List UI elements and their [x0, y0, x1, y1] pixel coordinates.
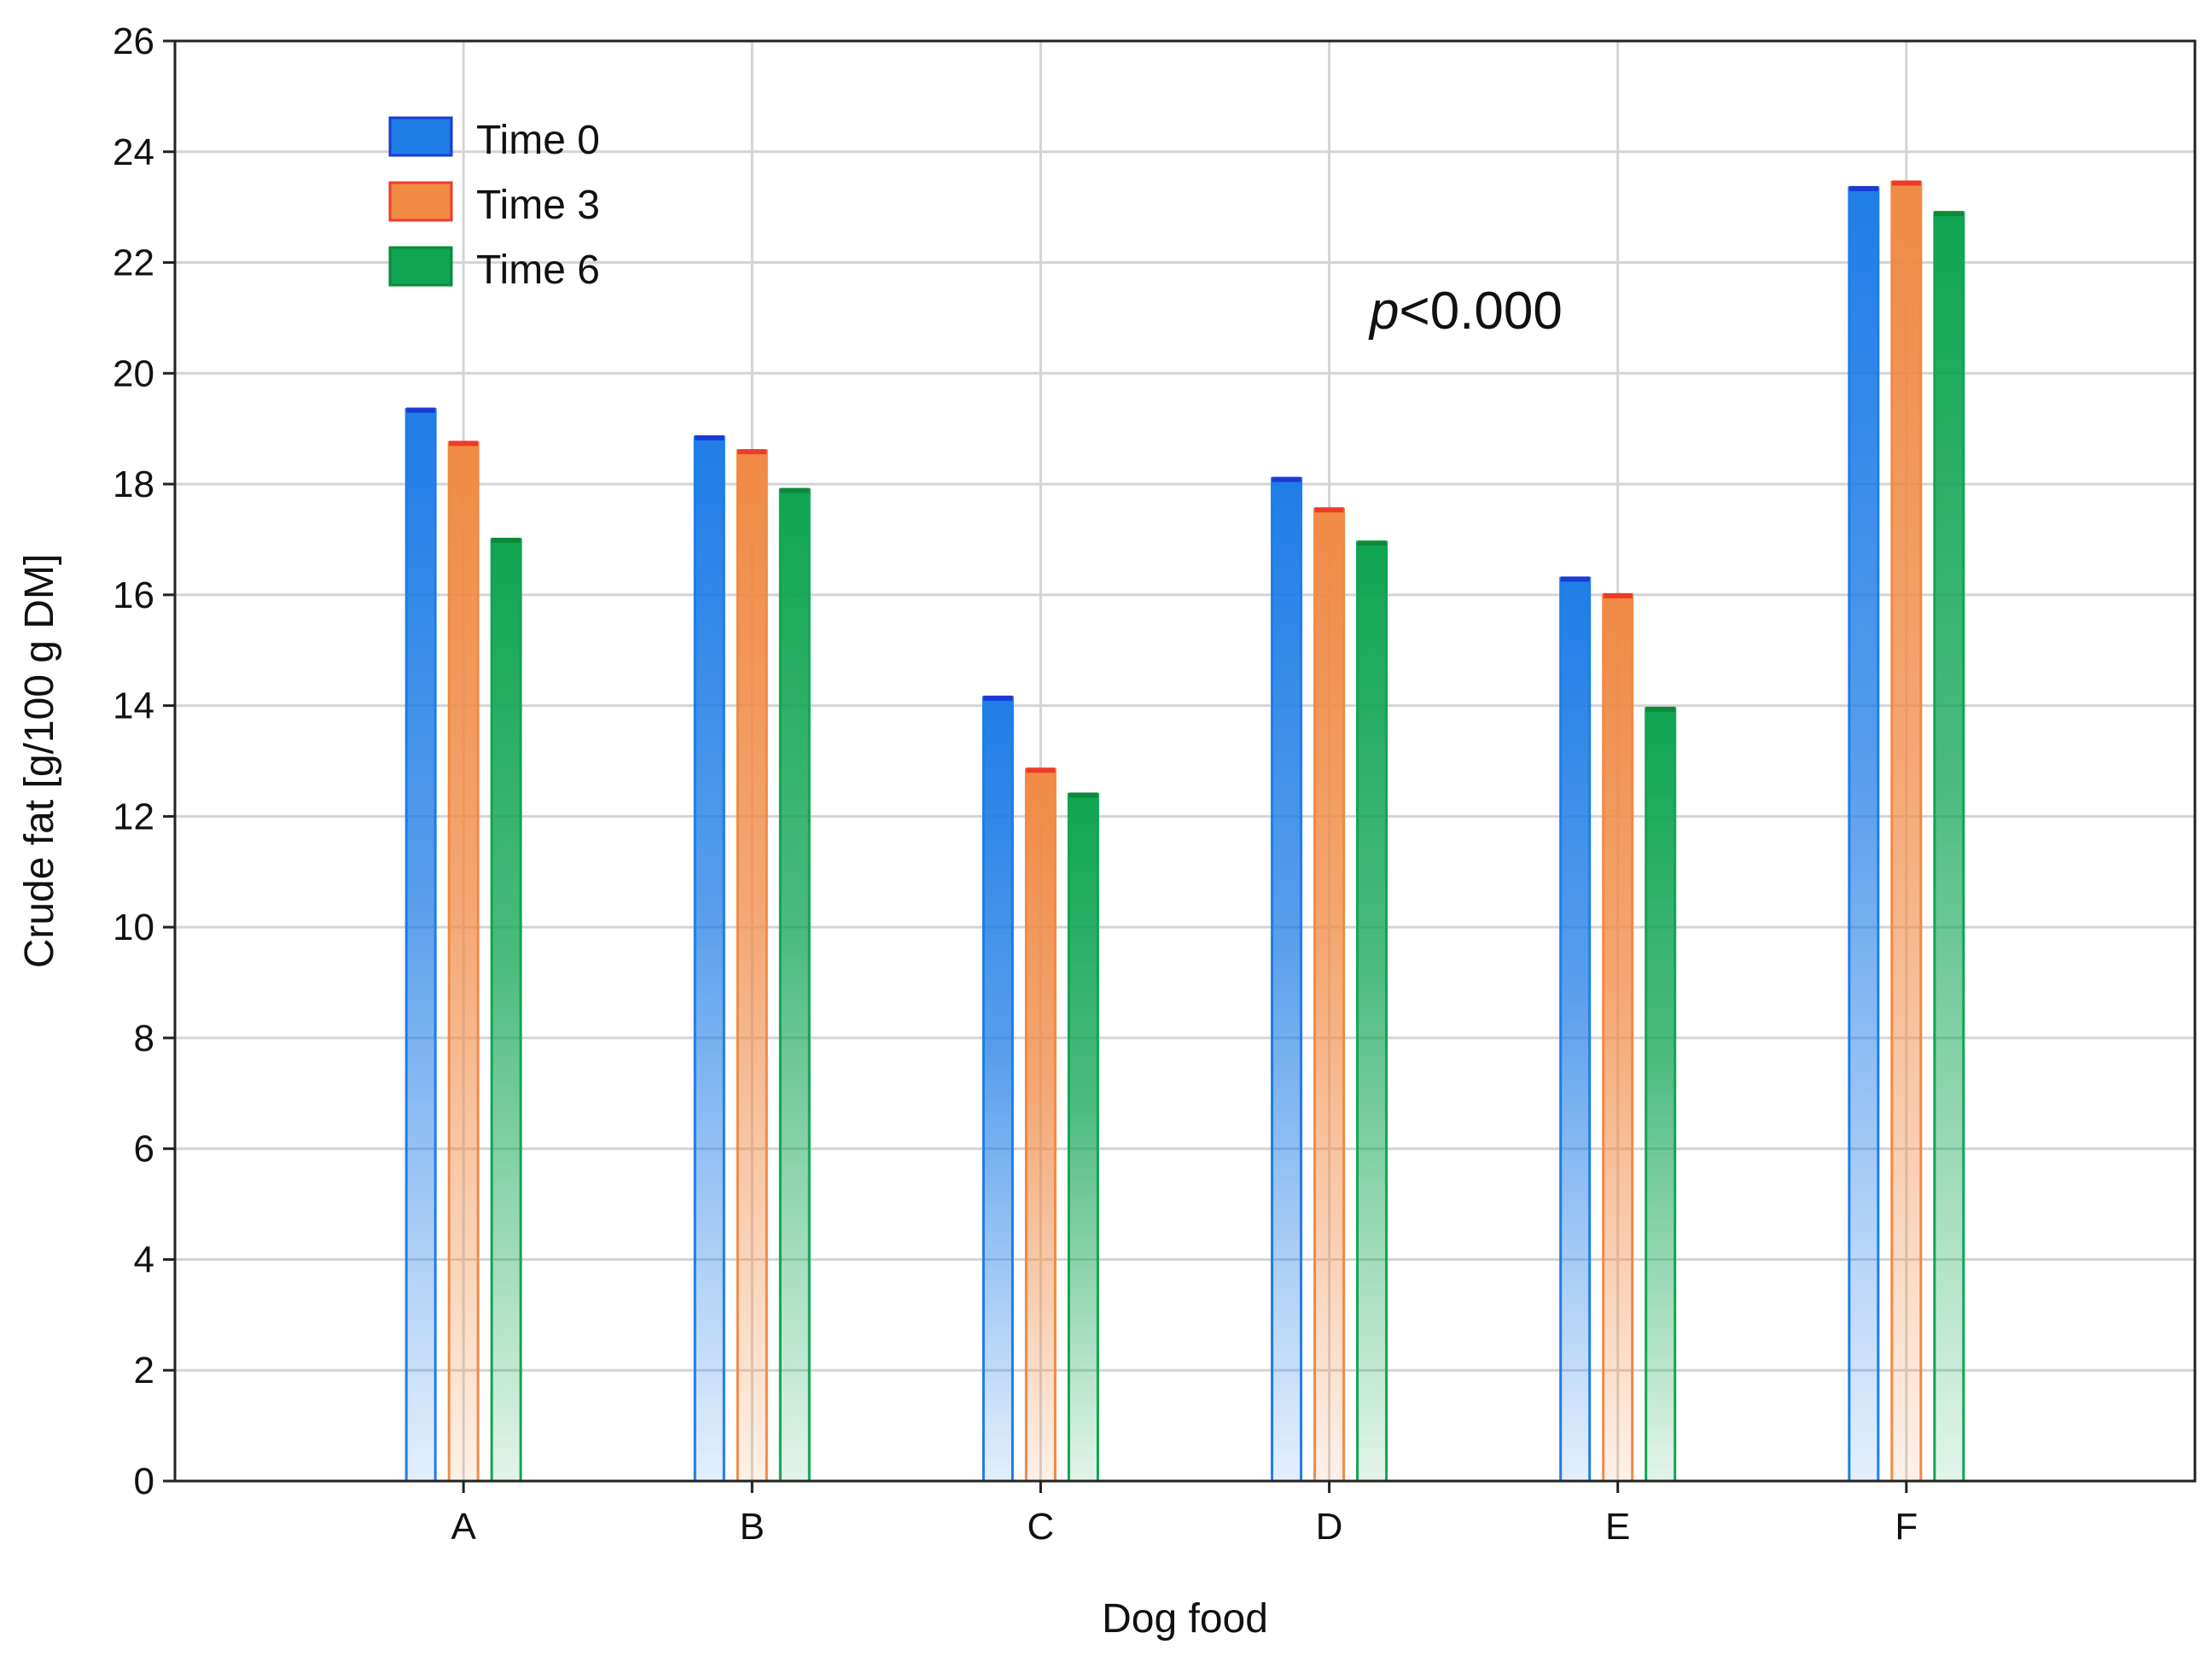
bar-body — [1890, 180, 1923, 1483]
bars-layer — [405, 180, 1965, 1483]
bar-cap — [1068, 792, 1098, 798]
bar — [490, 537, 522, 1483]
y-tick-label: 22 — [113, 242, 154, 284]
bar-cap — [1272, 476, 1301, 482]
bar — [1644, 706, 1677, 1483]
x-axis-title: Dog food — [1102, 1596, 1268, 1642]
x-tick-label: F — [1895, 1506, 1918, 1548]
bar — [1067, 792, 1099, 1483]
bar-cap — [1603, 592, 1633, 598]
bar-body — [1933, 211, 1965, 1483]
y-tick-label: 8 — [134, 1018, 154, 1059]
bar — [1602, 592, 1634, 1483]
bar-body — [405, 407, 437, 1483]
bar-body — [1602, 593, 1634, 1483]
bar-cap — [1357, 540, 1387, 546]
bar-cap — [1560, 576, 1590, 582]
bar — [405, 407, 437, 1483]
bar — [1848, 185, 1880, 1483]
legend-label: Time 3 — [476, 183, 600, 228]
legend: Time 0 Time 3 Time 6 — [388, 116, 600, 293]
bar — [693, 434, 725, 1483]
bar-cap — [695, 434, 725, 440]
bar — [1559, 576, 1592, 1483]
bar-cap — [1934, 211, 1964, 217]
bar-cap — [449, 440, 479, 446]
y-tick-label: 0 — [134, 1461, 154, 1502]
bar — [1313, 507, 1346, 1483]
bar-body — [1559, 576, 1592, 1483]
x-tick-label: C — [1027, 1506, 1055, 1548]
bar-body — [1067, 792, 1099, 1483]
p-value-italic: p — [1368, 282, 1399, 341]
legend-swatch — [388, 181, 453, 222]
y-tick-label: 2 — [134, 1350, 154, 1391]
bar — [778, 487, 811, 1483]
x-axis: A B C D E F — [451, 1481, 1918, 1548]
y-tick-label: 16 — [113, 574, 154, 616]
bar-cap — [1645, 706, 1675, 712]
bar — [447, 440, 480, 1483]
y-tick-label: 20 — [113, 353, 154, 394]
bar-cap — [780, 487, 810, 493]
bar-cap — [1891, 180, 1921, 186]
bar — [1356, 540, 1388, 1483]
bar-body — [490, 538, 522, 1483]
bar-cap — [737, 449, 767, 455]
legend-item: Time 6 — [388, 246, 600, 293]
y-tick-label: 14 — [113, 685, 154, 727]
legend-swatch — [388, 116, 453, 157]
y-tick-label: 26 — [113, 20, 154, 62]
bar — [1890, 180, 1923, 1483]
bar-body — [1024, 767, 1057, 1483]
y-tick-label: 6 — [134, 1128, 154, 1170]
bar-body — [981, 696, 1014, 1483]
y-tick-label: 12 — [113, 796, 154, 837]
bar-body — [693, 435, 725, 1483]
bar-body — [1848, 186, 1880, 1483]
legend-item: Time 0 — [388, 116, 600, 163]
bar-body — [1644, 707, 1677, 1483]
bar-body — [1356, 540, 1388, 1483]
bar — [1933, 211, 1965, 1483]
legend-label: Time 6 — [476, 248, 600, 293]
y-tick-label: 18 — [113, 464, 154, 505]
legend-item: Time 3 — [388, 181, 600, 228]
x-tick-label: E — [1605, 1506, 1630, 1548]
bar — [981, 695, 1014, 1483]
bar-body — [447, 440, 480, 1483]
legend-label: Time 0 — [476, 118, 600, 163]
bar-cap — [1848, 185, 1878, 191]
bar-body — [736, 449, 768, 1483]
bar-cap — [1026, 767, 1056, 773]
y-tick-label: 4 — [134, 1239, 154, 1280]
bar — [736, 449, 768, 1483]
bar — [1271, 476, 1303, 1483]
bar-body — [778, 488, 811, 1483]
legend-swatch — [388, 246, 453, 287]
x-tick-label: A — [451, 1506, 476, 1548]
x-tick-label: D — [1316, 1506, 1343, 1548]
bar-cap — [1314, 507, 1344, 513]
bar-body — [1271, 477, 1303, 1483]
p-value-annotation: p<0.000 — [1368, 282, 1563, 341]
bar-cap — [406, 407, 436, 413]
y-axis-title: Crude fat [g/100 g DM] — [17, 554, 62, 969]
bar-body — [1313, 507, 1346, 1483]
y-tick-label: 24 — [113, 131, 154, 173]
plot-frame — [173, 39, 2197, 1483]
x-tick-label: B — [740, 1506, 765, 1548]
bar — [1024, 767, 1057, 1483]
bar-cap — [983, 695, 1013, 701]
y-tick-label: 10 — [113, 907, 154, 948]
p-value-rest: <0.000 — [1399, 282, 1562, 341]
bar-cap — [492, 537, 521, 543]
